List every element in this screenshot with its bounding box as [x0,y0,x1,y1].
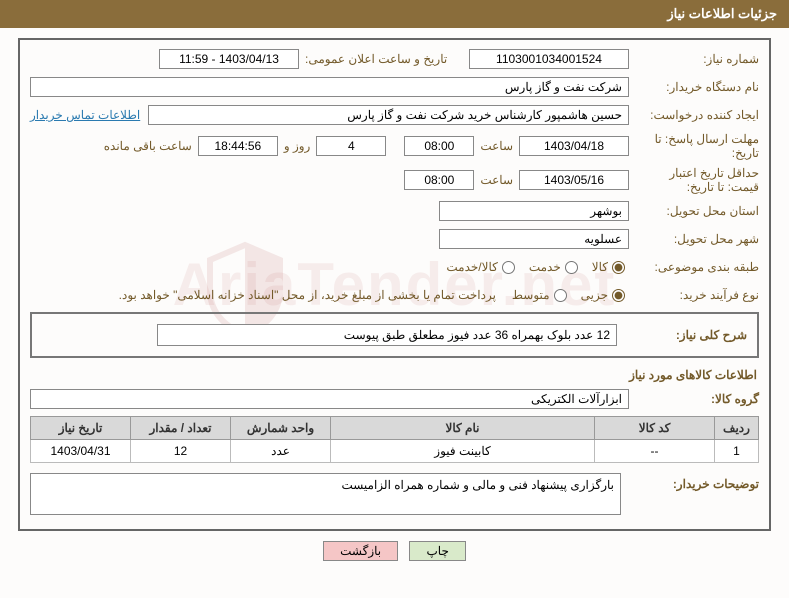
process-radio-medium-label: متوسط [512,288,550,302]
print-button[interactable]: چاپ [409,541,465,561]
city-label: شهر محل تحویل: [629,232,759,246]
remaining-time-field[interactable] [198,136,278,156]
cell-qty: 12 [131,440,231,463]
col-date: تاریخ نیاز [31,417,131,440]
price-hour-field[interactable] [404,170,474,190]
need-no-label: شماره نیاز: [629,52,759,66]
buyer-org-field[interactable] [30,77,629,97]
process-label: نوع فرآیند خرید: [629,288,759,302]
buyer-contact-link[interactable]: اطلاعات تماس خریدار [30,108,148,122]
category-radio-both-label: کالا/خدمت [446,260,497,274]
remaining-label: ساعت باقی مانده [98,139,198,153]
page-title: جزئیات اطلاعات نیاز [0,0,789,28]
description-panel: شرح کلی نیاز: [30,312,759,358]
requester-label: ایجاد کننده درخواست: [629,108,759,122]
cell-name: کابینت فیوز [331,440,595,463]
price-validity-label: حداقل تاریخ اعتبار قیمت: تا تاریخ: [629,166,759,194]
goods-group-field[interactable] [30,389,629,409]
announce-dt-label: تاریخ و ساعت اعلان عمومی: [299,52,469,66]
col-qty: تعداد / مقدار [131,417,231,440]
process-radio-small[interactable]: جزیی [581,288,625,302]
cell-code: -- [595,440,715,463]
hour-label-1: ساعت [474,139,519,153]
process-radio-small-label: جزیی [581,288,608,302]
price-date-field[interactable] [519,170,629,190]
payment-note: پرداخت تمام یا بخشی از مبلغ خرید، از محل… [119,288,512,302]
general-desc-field[interactable] [157,324,617,346]
process-radio-group: جزیی متوسط [512,288,629,302]
general-desc-label: شرح کلی نیاز: [617,328,747,342]
buyer-notes-field[interactable]: بارگزاری پیشنهاد فنی و مالی و شماره همرا… [30,473,621,515]
process-radio-medium[interactable]: متوسط [512,288,567,302]
back-button[interactable]: بازگشت [323,541,398,561]
items-table: ردیف کد کالا نام کالا واحد شمارش تعداد /… [30,416,759,463]
city-field[interactable] [439,229,629,249]
items-section-title: اطلاعات کالاهای مورد نیاز [32,368,757,382]
table-row: 1 -- کابینت فیوز عدد 12 1403/04/31 [31,440,759,463]
province-field[interactable] [439,201,629,221]
announce-dt-field[interactable] [159,49,299,69]
remaining-days-field[interactable] [316,136,386,156]
days-and-label: روز و [278,139,317,153]
cell-row: 1 [715,440,759,463]
cell-unit: عدد [231,440,331,463]
category-label: طبقه بندی موضوعی: [629,260,759,274]
category-radio-both[interactable]: کالا/خدمت [446,260,514,274]
col-row: ردیف [715,417,759,440]
category-radio-service[interactable]: خدمت [529,260,578,274]
main-panel: شماره نیاز: تاریخ و ساعت اعلان عمومی: نا… [18,38,771,531]
category-radio-service-label: خدمت [529,260,561,274]
hour-label-2: ساعت [474,173,519,187]
response-deadline-label: مهلت ارسال پاسخ: تا تاریخ: [629,132,759,160]
response-hour-field[interactable] [404,136,474,156]
category-radio-goods[interactable]: کالا [592,260,625,274]
col-code: کد کالا [595,417,715,440]
cell-date: 1403/04/31 [31,440,131,463]
response-date-field[interactable] [519,136,629,156]
buyer-notes-label: توضیحات خریدار: [629,473,759,491]
province-label: استان محل تحویل: [629,204,759,218]
goods-group-label: گروه کالا: [629,392,759,406]
col-unit: واحد شمارش [231,417,331,440]
requester-field[interactable] [148,105,629,125]
buyer-org-label: نام دستگاه خریدار: [629,80,759,94]
need-no-field[interactable] [469,49,629,69]
category-radio-group: کالا خدمت کالا/خدمت [446,260,629,274]
category-radio-goods-label: کالا [592,260,608,274]
col-name: نام کالا [331,417,595,440]
